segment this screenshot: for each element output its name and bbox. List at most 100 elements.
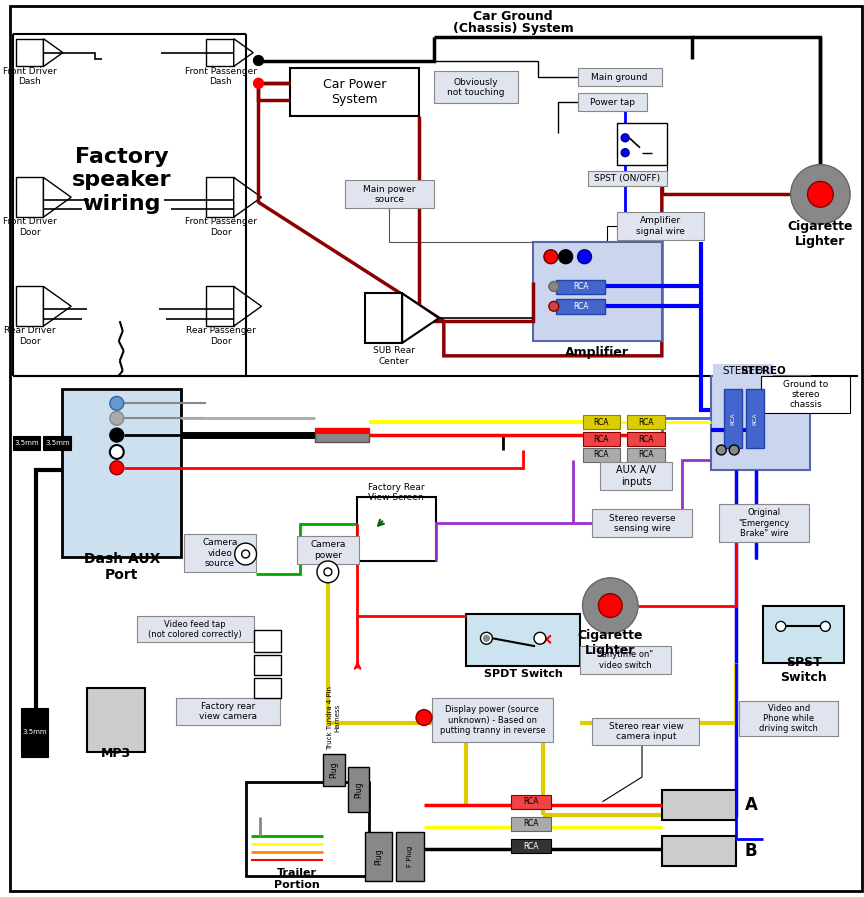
Text: Camera
video
source: Camera video source: [202, 538, 238, 568]
Circle shape: [621, 149, 629, 157]
FancyBboxPatch shape: [290, 68, 419, 116]
FancyBboxPatch shape: [206, 286, 234, 327]
Circle shape: [110, 396, 124, 410]
Circle shape: [582, 578, 638, 633]
Text: Video feed tap
(not colored correctly): Video feed tap (not colored correctly): [149, 620, 242, 639]
FancyBboxPatch shape: [432, 698, 553, 743]
Text: Truck Tundra 4 Pin
Harness: Truck Tundra 4 Pin Harness: [327, 685, 340, 750]
Circle shape: [729, 445, 739, 455]
Text: RCA: RCA: [594, 434, 609, 444]
FancyBboxPatch shape: [13, 436, 41, 450]
Text: SPDT Switch: SPDT Switch: [484, 669, 562, 679]
FancyBboxPatch shape: [365, 832, 392, 881]
Circle shape: [110, 445, 124, 459]
Circle shape: [791, 164, 850, 224]
FancyBboxPatch shape: [578, 93, 647, 111]
Polygon shape: [234, 178, 262, 217]
Circle shape: [235, 543, 257, 565]
FancyBboxPatch shape: [711, 376, 810, 470]
Circle shape: [621, 134, 629, 142]
FancyBboxPatch shape: [763, 605, 844, 663]
Text: Factory Rear
View Screen: Factory Rear View Screen: [368, 483, 424, 502]
Circle shape: [484, 635, 489, 641]
Text: Car Ground: Car Ground: [473, 11, 553, 23]
FancyBboxPatch shape: [511, 795, 551, 809]
Circle shape: [110, 461, 124, 475]
Text: RCA: RCA: [524, 842, 539, 851]
FancyBboxPatch shape: [206, 39, 234, 66]
Circle shape: [549, 301, 559, 311]
Text: Plug: Plug: [329, 762, 339, 779]
FancyBboxPatch shape: [345, 180, 434, 208]
Text: Ground to
stereo
chassis: Ground to stereo chassis: [783, 379, 829, 409]
Text: Plug: Plug: [374, 848, 383, 865]
Text: Trailer
Portion: Trailer Portion: [274, 868, 320, 890]
Circle shape: [110, 412, 124, 425]
Polygon shape: [403, 293, 439, 343]
FancyBboxPatch shape: [365, 293, 403, 343]
Text: Display power (source
unknown) - Based on
putting tranny in reverse: Display power (source unknown) - Based o…: [440, 705, 545, 735]
FancyBboxPatch shape: [137, 616, 253, 642]
Text: Power tap: Power tap: [590, 98, 635, 107]
FancyBboxPatch shape: [588, 170, 667, 187]
Circle shape: [416, 710, 432, 726]
FancyBboxPatch shape: [16, 286, 43, 327]
FancyBboxPatch shape: [466, 614, 580, 666]
FancyBboxPatch shape: [21, 708, 48, 757]
Circle shape: [776, 622, 785, 631]
Circle shape: [578, 249, 592, 264]
FancyBboxPatch shape: [593, 718, 700, 745]
Text: B: B: [745, 842, 758, 860]
Circle shape: [253, 56, 264, 65]
FancyBboxPatch shape: [323, 754, 345, 786]
Text: "anytime on"
video switch: "anytime on" video switch: [598, 650, 652, 670]
FancyBboxPatch shape: [662, 790, 736, 820]
Circle shape: [534, 632, 546, 644]
Circle shape: [324, 568, 332, 576]
FancyBboxPatch shape: [511, 816, 551, 831]
Text: RCA: RCA: [731, 412, 735, 424]
Text: RCA: RCA: [594, 450, 609, 459]
FancyBboxPatch shape: [511, 840, 551, 853]
FancyBboxPatch shape: [315, 428, 370, 434]
Polygon shape: [234, 286, 262, 327]
FancyBboxPatch shape: [533, 242, 662, 341]
Text: RCA: RCA: [524, 819, 539, 828]
FancyBboxPatch shape: [739, 701, 838, 736]
Circle shape: [544, 249, 558, 264]
Text: RCA: RCA: [753, 412, 758, 424]
Text: F Plug: F Plug: [407, 846, 413, 867]
Circle shape: [559, 249, 573, 264]
Text: AUX A/V
inputs: AUX A/V inputs: [616, 465, 656, 486]
Text: MP3: MP3: [101, 746, 130, 760]
FancyBboxPatch shape: [724, 388, 742, 448]
Text: Rear Driver
Door: Rear Driver Door: [3, 327, 55, 345]
FancyBboxPatch shape: [714, 364, 772, 378]
Text: RCA: RCA: [638, 450, 654, 459]
Circle shape: [808, 181, 833, 207]
Text: (Chassis) System: (Chassis) System: [453, 22, 574, 35]
Text: A: A: [745, 796, 758, 814]
FancyBboxPatch shape: [184, 535, 256, 572]
Circle shape: [549, 282, 559, 292]
Circle shape: [599, 594, 622, 617]
FancyBboxPatch shape: [176, 698, 280, 726]
FancyBboxPatch shape: [600, 462, 671, 490]
Text: STEREO: STEREO: [722, 366, 764, 376]
Text: RCA: RCA: [638, 418, 654, 427]
FancyBboxPatch shape: [434, 72, 518, 103]
FancyBboxPatch shape: [627, 448, 664, 462]
FancyBboxPatch shape: [720, 504, 809, 542]
FancyBboxPatch shape: [253, 678, 282, 698]
Text: Camera
power: Camera power: [310, 540, 346, 560]
Text: Obviously
not touching: Obviously not touching: [448, 77, 505, 97]
Text: Front Passenger
Door: Front Passenger Door: [185, 217, 257, 237]
Circle shape: [480, 632, 492, 644]
FancyBboxPatch shape: [16, 39, 43, 66]
FancyBboxPatch shape: [578, 68, 662, 86]
FancyBboxPatch shape: [16, 178, 43, 217]
Polygon shape: [234, 39, 253, 66]
Text: SUB Rear
Center: SUB Rear Center: [373, 346, 416, 366]
FancyBboxPatch shape: [315, 428, 370, 442]
Text: Plug: Plug: [354, 781, 363, 798]
